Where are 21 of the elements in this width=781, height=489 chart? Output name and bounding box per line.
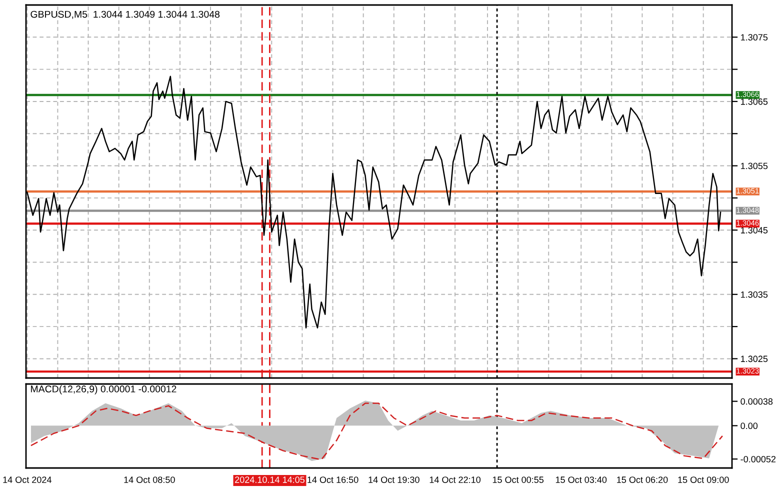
- x-tick-label: 14 Oct 08:50: [124, 476, 175, 483]
- y-tick-label: 1.3045: [741, 227, 768, 234]
- y-tick-label: 1.3035: [741, 291, 768, 298]
- x-tick-label: 14 Oct 22:10: [430, 476, 481, 483]
- chart-title: MACD(12,26,9) 0.00001 -0.00012: [31, 385, 176, 394]
- x-tick-label: 15 Oct 00:55: [492, 476, 544, 483]
- y-tick-label: 1.3055: [741, 162, 768, 170]
- x-tick-label: 15 Oct 03:40: [556, 476, 607, 483]
- x-tick-label: 14 Oct 2024: [3, 476, 52, 483]
- x-tick-label: 14 Oct 16:50: [308, 476, 358, 483]
- x-tick-label: 14 Oct 19:30: [368, 476, 420, 483]
- y-tick-label: 0.00: [740, 422, 758, 430]
- y-tick-label: 0.00038: [740, 398, 773, 405]
- x-tick-label: 15 Oct 06:20: [617, 476, 668, 483]
- y-tick-label: 1.3025: [741, 356, 768, 362]
- x-tick-label: 15 Oct 09:00: [678, 476, 729, 483]
- y-tick-label: 1.3065: [741, 98, 768, 105]
- y-tick-label: -0.00052: [740, 456, 776, 462]
- y-tick-label: 1.3075: [741, 34, 768, 41]
- ref-line-label: 2024.10.14 14:05: [235, 476, 305, 483]
- text: GBPUSD,M5 1.3044 1.3049 1.3044 1.3048: [30, 10, 220, 19]
